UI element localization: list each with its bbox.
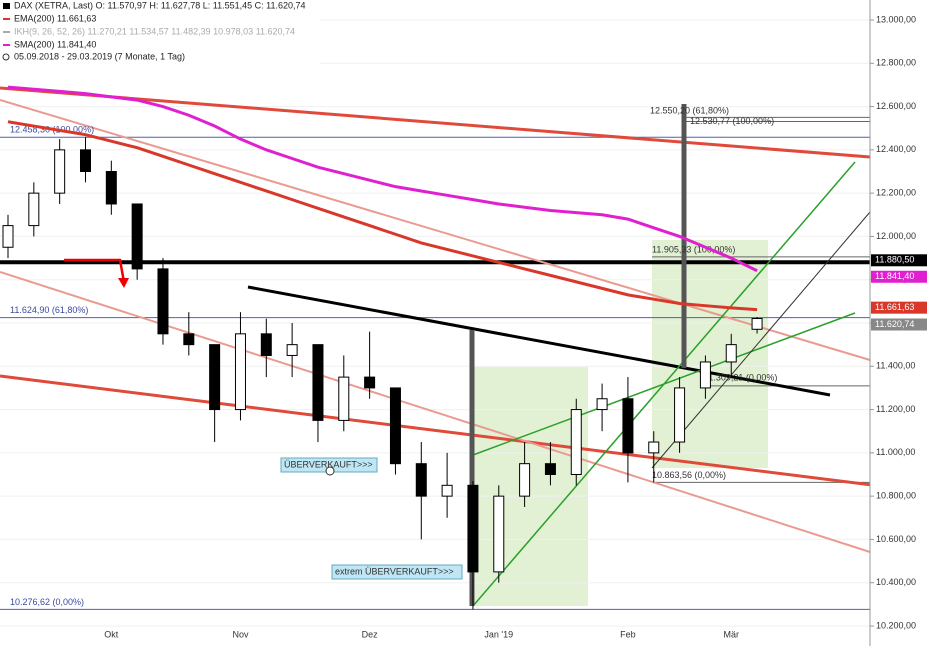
- candle-body: [312, 344, 324, 421]
- trend-line: [247, 285, 831, 397]
- candle-body: [209, 344, 221, 411]
- price-badge: [871, 254, 927, 267]
- header-ema: EMA(200) 11.661,63: [14, 13, 96, 23]
- y-tick-label: 12.600,00: [876, 101, 916, 111]
- y-tick-label: 10.600,00: [876, 534, 916, 544]
- header-ikh: IKH(9, 26, 52, 26) 11.270,21 11.534,57 1…: [14, 26, 295, 36]
- candle-body: [699, 361, 711, 389]
- header-instrument: DAX (XETRA, Last) O: 11.570,97 H: 11.627…: [14, 0, 306, 10]
- candle-body: [751, 318, 763, 330]
- ma-line: [7, 120, 758, 312]
- level-label: 11.309,21 (0,00%): [704, 372, 777, 382]
- zone: [473, 367, 588, 606]
- ma-line: [7, 85, 758, 273]
- candle-body: [234, 333, 246, 411]
- legend-swatch: [3, 3, 10, 9]
- level-label: 11.624,90 (61,80%): [10, 305, 88, 315]
- x-tick-label: Nov: [232, 629, 249, 639]
- candle-body: [28, 192, 40, 227]
- marks: 12.458,30 (100,00%)11.624,90 (61,80%)10.…: [2, 85, 777, 639]
- candle-body: [493, 495, 505, 573]
- legend-swatch: [3, 31, 10, 33]
- x-tick-label: Dez: [362, 629, 379, 639]
- y-tick-label: 10.200,00: [876, 620, 916, 630]
- candle-body: [544, 463, 556, 475]
- candle-body: [54, 149, 66, 194]
- price-badge-label: 11.620,74: [875, 319, 914, 329]
- y-tick-label: 13.000,00: [876, 14, 916, 24]
- y-tick-label: 11.000,00: [876, 447, 915, 457]
- arrow: [64, 258, 126, 283]
- y-tick-label: 10.400,00: [876, 577, 916, 587]
- channel-line: [472, 312, 856, 456]
- candle-body: [183, 333, 195, 346]
- level-label: 12.550,20 (61,80%): [650, 106, 729, 116]
- level-label: 11.905,33 (100,00%): [652, 244, 735, 254]
- x-tick-label: Feb: [620, 629, 636, 639]
- x-tick-label: Okt: [104, 629, 119, 639]
- candle-body: [441, 484, 453, 497]
- candle-body: [2, 225, 14, 248]
- header-bg: [0, 0, 320, 64]
- candle-body: [519, 463, 531, 497]
- candle-body: [570, 409, 582, 476]
- y-tick-label: 10.800,00: [876, 491, 916, 501]
- candle-body: [364, 376, 376, 389]
- candle-body: [674, 387, 686, 443]
- y-tick-label: 12.800,00: [876, 58, 916, 68]
- header-sma: SMA(200) 11.841,40: [14, 39, 96, 49]
- trend-line: [0, 271, 871, 553]
- level-label: 12.530,77 (100,00%): [690, 116, 774, 126]
- price-badge-label: 11.880,50: [875, 255, 914, 265]
- legend-swatch: [3, 18, 10, 20]
- candle-body: [725, 344, 737, 363]
- candle-body: [157, 268, 169, 335]
- price-badge: [871, 301, 927, 314]
- candle-body: [260, 333, 272, 356]
- arrow-head: [118, 278, 129, 288]
- x-tick-label: Mär: [723, 629, 739, 639]
- y-tick-label: 11.200,00: [876, 404, 915, 414]
- price-badge-label: 11.841,40: [875, 271, 914, 281]
- annotation: extrem ÜBERVERKAUFT>>>: [335, 566, 454, 576]
- level-label: 10.863,56 (0,00%): [652, 470, 726, 480]
- annotation-box: [331, 564, 463, 580]
- candle-body: [79, 149, 91, 173]
- trend-line: [0, 86, 871, 159]
- candle-body: [415, 463, 427, 497]
- zone: [652, 240, 768, 468]
- legend-swatch: [3, 44, 10, 46]
- y-tick-label: 12.200,00: [876, 188, 916, 198]
- price-badge: [871, 270, 927, 283]
- clock-icon: [2, 53, 10, 61]
- candle-body: [389, 387, 401, 465]
- trend-line: [0, 99, 871, 361]
- y-tick-label: 11.400,00: [876, 361, 915, 371]
- price-badge-label: 11.661,63: [875, 302, 914, 312]
- level-label: 10.276,62 (0,00%): [10, 597, 84, 607]
- y-axis: 10.200,00 10.400,00 10.600,00 10.800,00 11.0…: [870, 14, 927, 630]
- candle-body: [596, 398, 608, 411]
- candle-body: [648, 441, 660, 454]
- header-period: 05.09.2018 - 29.03.2019 (7 Monate, 1 Tag…: [14, 51, 185, 61]
- price-badge: [871, 318, 927, 331]
- y-tick-label: 12.400,00: [876, 144, 916, 154]
- candle-body: [131, 203, 143, 270]
- candle-body: [622, 398, 634, 454]
- channel-line: [651, 211, 871, 469]
- candle-body: [286, 344, 298, 356]
- candle-body: [338, 376, 350, 421]
- candle-body: [467, 484, 479, 573]
- y-tick-label: 12.000,00: [876, 231, 916, 241]
- annotation: ÜBERVERKAUFT>>>: [284, 459, 373, 469]
- x-tick-label: Jan '19: [484, 629, 513, 639]
- candle-body: [105, 171, 117, 205]
- trend-line: [0, 374, 928, 494]
- annotation-dot: [325, 466, 335, 476]
